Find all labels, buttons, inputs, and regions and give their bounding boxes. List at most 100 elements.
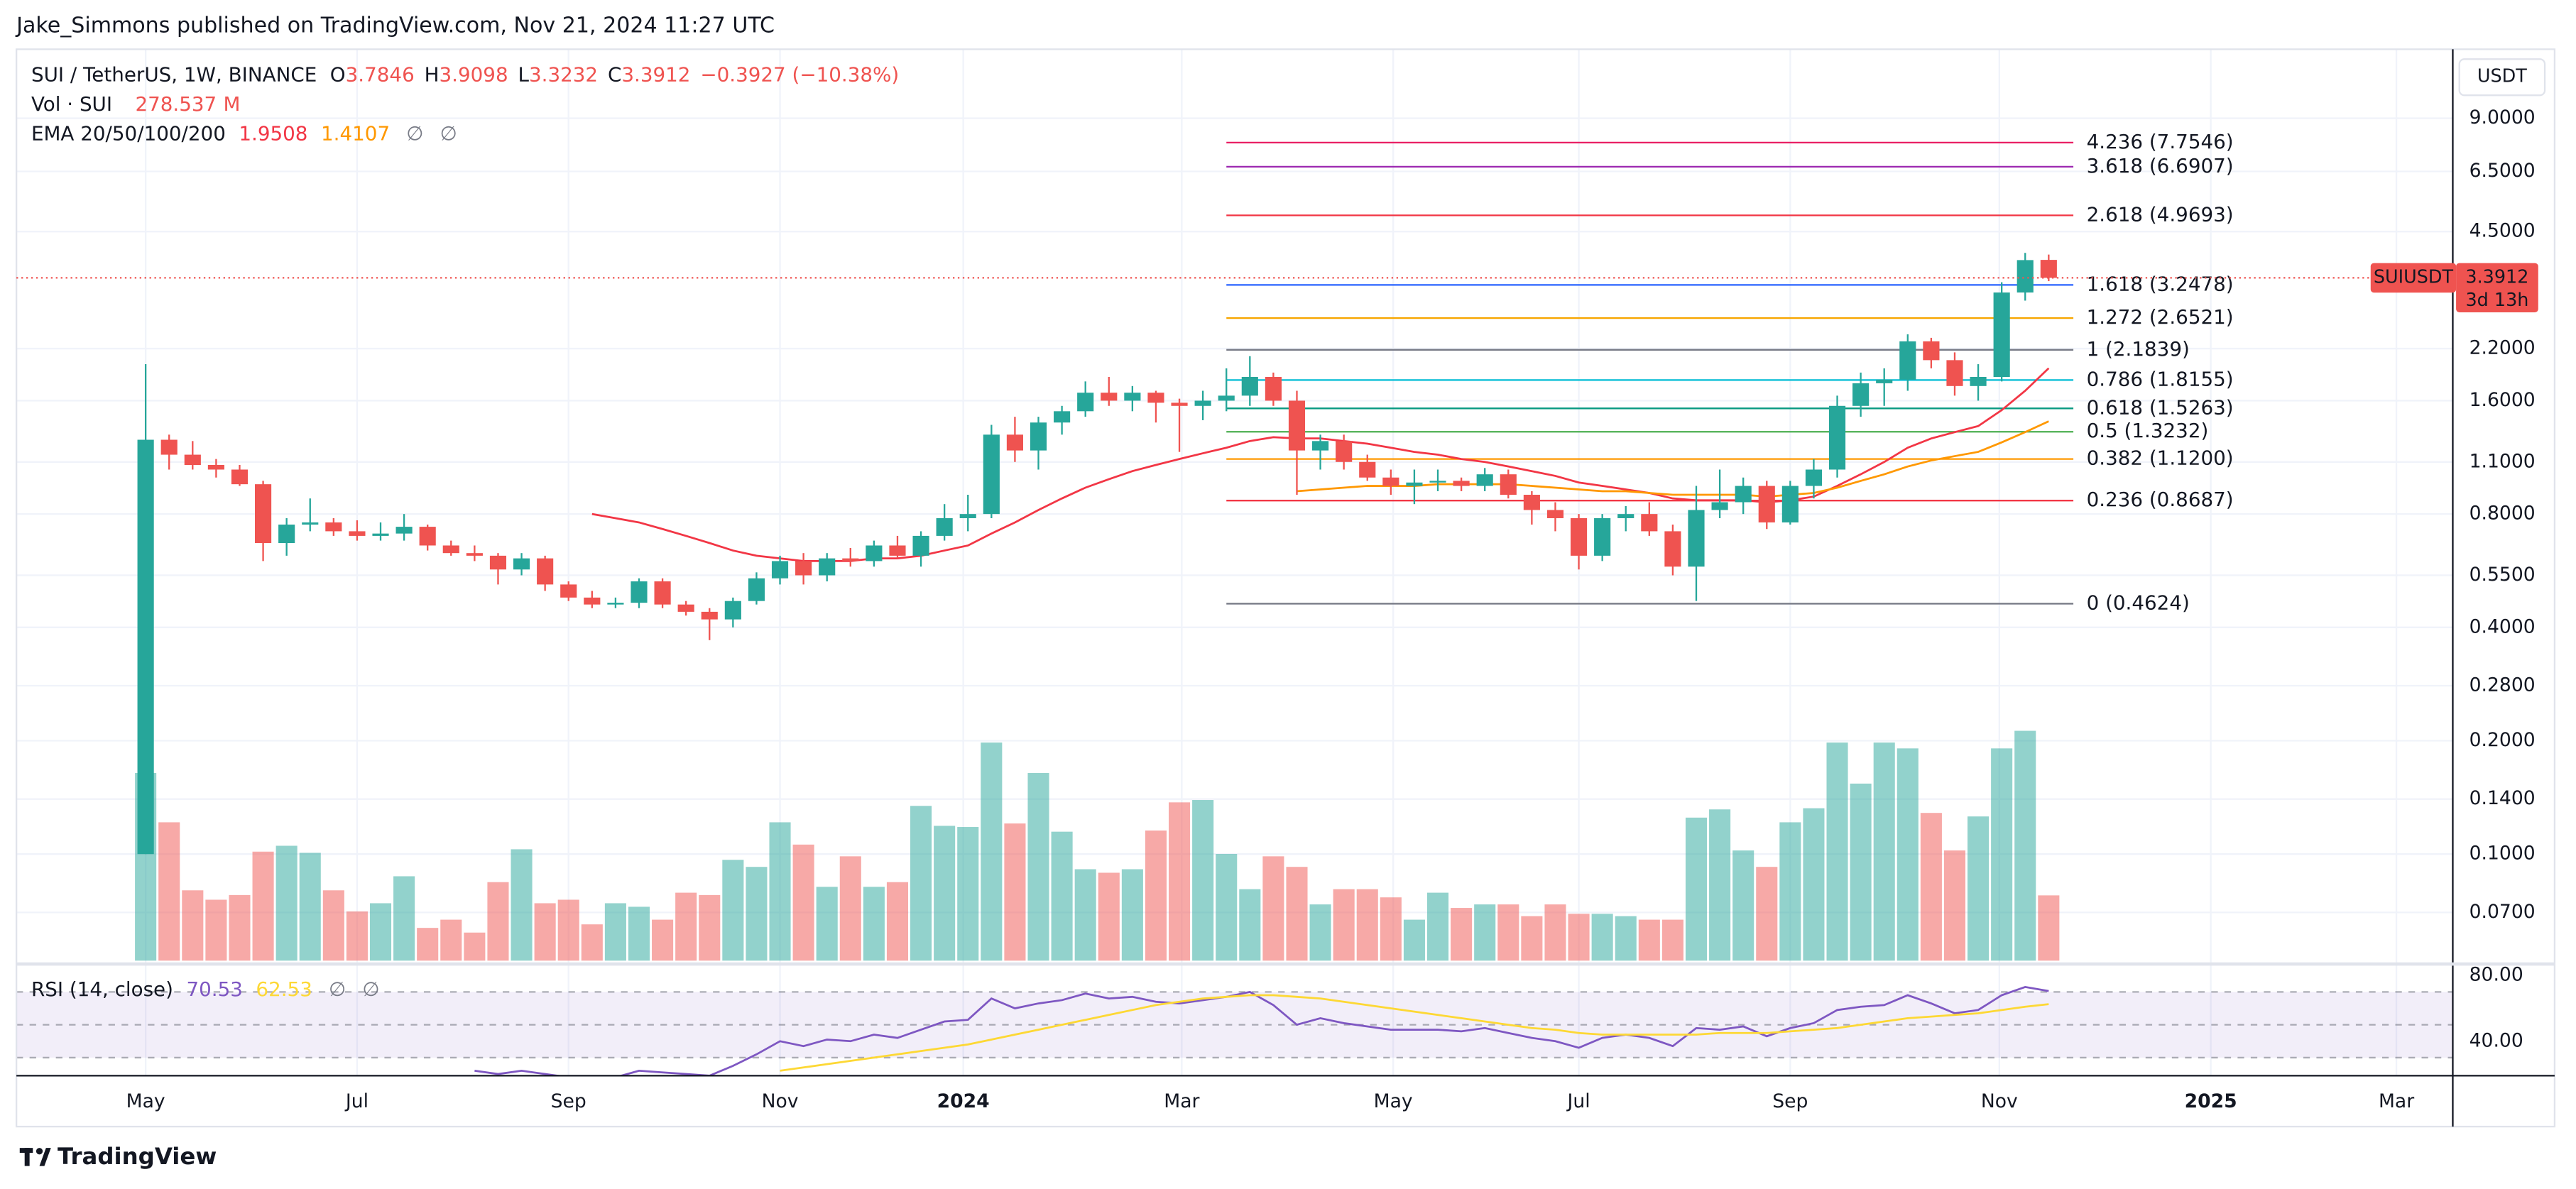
volume-bar [1451, 908, 1473, 961]
candle-body [701, 611, 718, 620]
candle-body [1194, 400, 1211, 406]
volume-bar [1896, 748, 1919, 961]
symbol: SUI / TetherUS, 1W, BINANCE [31, 62, 317, 86]
candle-body [372, 533, 389, 536]
fib-label: 0 (0.4624) [2087, 591, 2190, 614]
close: 3.3912 [621, 62, 690, 86]
candle-body [607, 603, 624, 605]
rsi-ma-value: 62.53 [256, 977, 312, 1001]
y-tick-label: 0.0700 [2469, 901, 2536, 923]
volume-bar [1685, 817, 1708, 961]
candle-body [1265, 377, 1282, 401]
fib-label: 1 (2.1839) [2087, 337, 2190, 361]
candle-body [631, 581, 648, 603]
fib-label: 0.786 (1.8155) [2087, 367, 2234, 390]
candle-body [513, 558, 530, 570]
volume-bar [1497, 904, 1519, 961]
volume-bar [792, 844, 814, 961]
x-tick-label: 2024 [937, 1090, 990, 1112]
volume-bar [652, 919, 674, 961]
volume-bar [1709, 809, 1731, 961]
volume-bar [440, 919, 462, 961]
candle-body [1546, 510, 1564, 518]
y-tick-label: 2.2000 [2469, 337, 2536, 359]
x-tick-label: Jul [344, 1090, 369, 1112]
candle-body [1688, 510, 1705, 567]
key: O [330, 62, 346, 86]
candle-body [1312, 441, 1329, 451]
candle-body [207, 465, 224, 470]
candle-body [866, 545, 883, 561]
volume-bar [746, 867, 768, 961]
candle-body [1828, 405, 1846, 470]
x-tick-label: Sep [1772, 1090, 1808, 1112]
candle-body [1970, 377, 1987, 386]
candle-body [395, 527, 413, 534]
y-tick-label: 0.4000 [2469, 615, 2536, 637]
key: H [425, 62, 440, 86]
candle-body [349, 531, 366, 536]
rsi-line [780, 994, 2049, 1072]
y-tick-label: 0.1400 [2469, 787, 2536, 809]
last-price: 3.3912 [2465, 266, 2528, 287]
y-tick-label: 0.8000 [2469, 503, 2536, 525]
volume-bar [1591, 914, 1613, 961]
volume-bar [2038, 895, 2060, 961]
low: 3.3232 [529, 62, 598, 86]
ema-empty: ∅ [406, 122, 423, 146]
rsi-value: 70.53 [186, 977, 242, 1001]
volume-bar [934, 826, 956, 961]
candle-body [889, 545, 906, 556]
ticker-box [2370, 263, 2457, 293]
x-tick-label: Nov [1981, 1090, 2018, 1112]
volume-bar [1732, 850, 1754, 961]
candle-body [560, 584, 577, 598]
ema-empty: ∅ [440, 122, 457, 146]
candle-body [1523, 495, 1540, 510]
x-tick-label: Jul [1566, 1090, 1590, 1112]
candle-body [654, 581, 671, 605]
fib-label: 0.236 (0.8687) [2087, 488, 2234, 511]
candle-body [1664, 531, 1681, 567]
x-tick-label: May [126, 1090, 165, 1112]
candle-body [137, 439, 154, 855]
volume-bar [604, 903, 626, 961]
volume-bar [205, 899, 227, 961]
rsi [16, 986, 2453, 1076]
candle-body [537, 558, 554, 585]
volume-bar [1216, 854, 1238, 961]
volume-bar [1661, 919, 1683, 961]
volume-bar [1098, 872, 1120, 961]
volume-bar [557, 899, 579, 961]
candle-body [442, 545, 459, 554]
candle-body [1453, 481, 1470, 486]
candle-body [1054, 411, 1071, 423]
y-tick-label: 0.5500 [2469, 564, 2536, 586]
fib-label: 1.618 (3.2478) [2087, 272, 2234, 295]
candle-body [1288, 400, 1306, 451]
candle-body [1993, 292, 2010, 378]
candle-body [983, 434, 1000, 515]
fib-label: 3.618 (6.6907) [2087, 154, 2234, 177]
volume-bar [1333, 889, 1355, 961]
x-tick-label: 2025 [2185, 1090, 2237, 1112]
candle-body [1241, 377, 1258, 396]
candle-body [160, 439, 178, 455]
volume-bar [229, 894, 251, 961]
x-tick-label: Sep [551, 1090, 586, 1112]
volume-bar [2014, 730, 2036, 961]
volume-bar [1544, 904, 1566, 961]
frame [15, 48, 2556, 1128]
volume-bar [1920, 813, 1942, 961]
y-tick-label: 0.1000 [2469, 843, 2536, 865]
candle-body [677, 604, 694, 612]
candle-body [184, 454, 201, 466]
volume-bar [863, 887, 885, 961]
rsi-empty: ∅ [329, 977, 346, 1001]
x-tick-label: Mar [2379, 1090, 2414, 1112]
x-tick-label: May [1374, 1090, 1413, 1112]
legend-rsi: RSI (14, close) 70.53 62.53 ∅ ∅ [31, 977, 380, 1001]
volume-bar [1826, 743, 1848, 961]
volume-name: Vol · SUI [31, 92, 112, 116]
candle-body [1147, 393, 1164, 403]
